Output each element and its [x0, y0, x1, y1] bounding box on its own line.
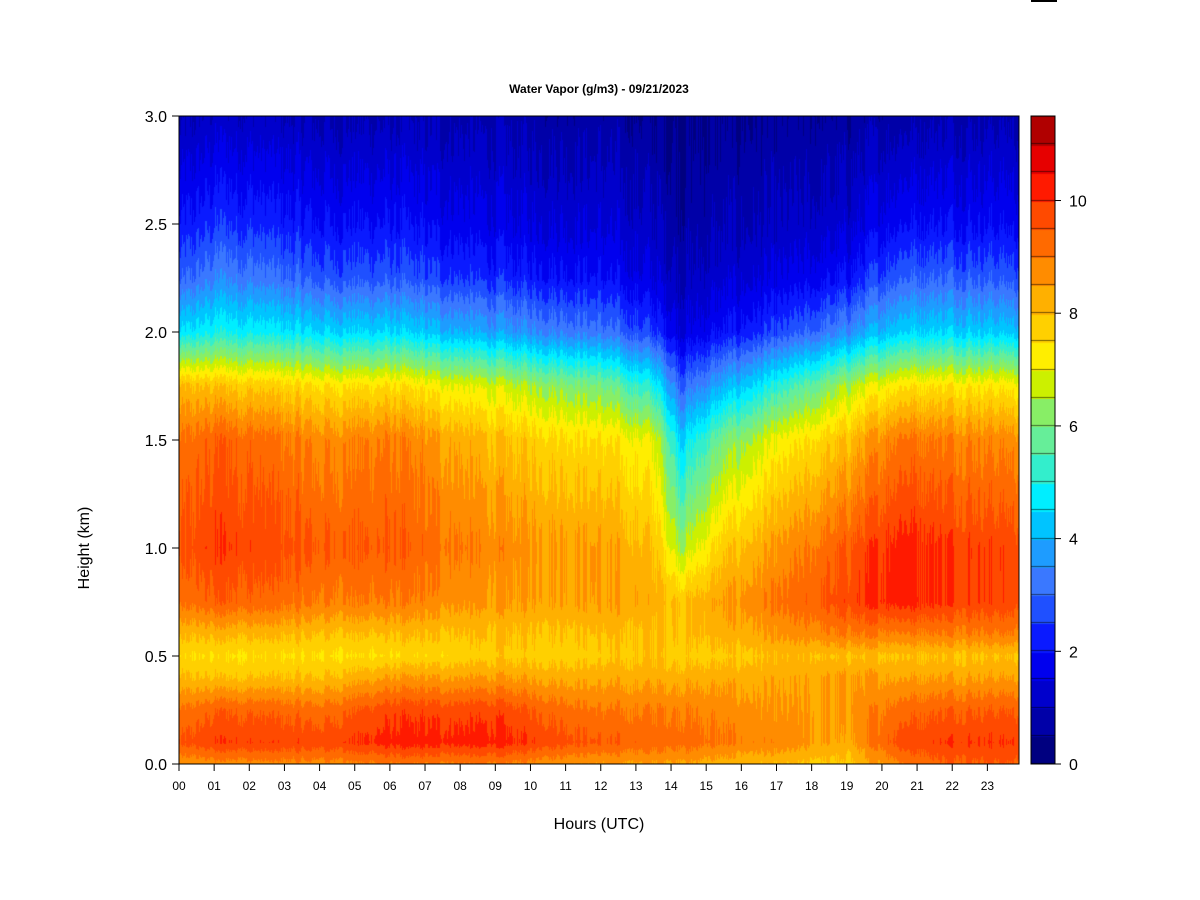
colorbar-tick-label: 8 — [1069, 306, 1078, 323]
x-axis-label: Hours (UTC) — [554, 816, 645, 833]
x-tick-label: 23 — [981, 779, 995, 793]
corner-mark — [1031, 0, 1057, 2]
x-tick-label: 01 — [207, 779, 221, 793]
x-tick-label: 12 — [594, 779, 608, 793]
x-tick-label: 04 — [313, 779, 327, 793]
colorbar-tick-label: 6 — [1069, 419, 1078, 436]
x-tick-label: 14 — [664, 779, 678, 793]
x-tick-label: 05 — [348, 779, 362, 793]
y-axis-label: Height (km) — [76, 507, 93, 590]
x-tick-label: 15 — [700, 779, 714, 793]
y-tick-label: 1.5 — [145, 433, 167, 450]
colorbar-frame — [1030, 115, 1056, 765]
colorbar-tick-label: 2 — [1069, 644, 1078, 661]
colorbar-tick-label: 4 — [1069, 532, 1078, 549]
x-tick-label: 21 — [910, 779, 924, 793]
y-tick-label: 1.0 — [145, 541, 167, 558]
x-tick-label: 02 — [243, 779, 257, 793]
y-tick-label: 2.5 — [145, 217, 167, 234]
x-axis-ticks: 00 01 02 03 04 05 06 07 08 09 10 11 12 13 14 15 16 17 18 19… — [172, 764, 994, 793]
y-tick-label: 2.0 — [145, 325, 167, 342]
x-tick-label: 09 — [489, 779, 503, 793]
x-tick-label: 10 — [524, 779, 538, 793]
colorbar-ticks: 0 2 4 6 8 10 — [1055, 194, 1087, 774]
x-tick-label: 11 — [559, 779, 572, 793]
chart-title: Water Vapor (g/m3) - 09/21/2023 — [509, 82, 689, 96]
y-tick-label: 0.5 — [145, 649, 167, 666]
x-tick-label: 13 — [629, 779, 643, 793]
y-tick-label: 3.0 — [145, 109, 167, 126]
y-axis-ticks: 0.0 0.5 1.0 1.5 2.0 2.5 3.0 — [145, 109, 179, 774]
x-tick-label: 07 — [418, 779, 432, 793]
x-tick-label: 08 — [453, 779, 467, 793]
x-tick-label: 06 — [383, 779, 397, 793]
x-tick-label: 16 — [735, 779, 749, 793]
heatmap-plot-area — [179, 116, 1019, 764]
x-tick-label: 22 — [946, 779, 960, 793]
x-tick-label: 00 — [172, 779, 186, 793]
x-tick-label: 03 — [278, 779, 292, 793]
colorbar-tick-label: 0 — [1069, 757, 1078, 774]
colorbar — [1031, 116, 1055, 764]
x-tick-label: 20 — [875, 779, 889, 793]
x-tick-label: 17 — [770, 779, 784, 793]
y-tick-label: 0.0 — [145, 757, 167, 774]
x-tick-label: 19 — [840, 779, 854, 793]
x-tick-label: 18 — [805, 779, 819, 793]
colorbar-tick-label: 10 — [1069, 194, 1087, 211]
plot-frame — [178, 115, 1020, 765]
